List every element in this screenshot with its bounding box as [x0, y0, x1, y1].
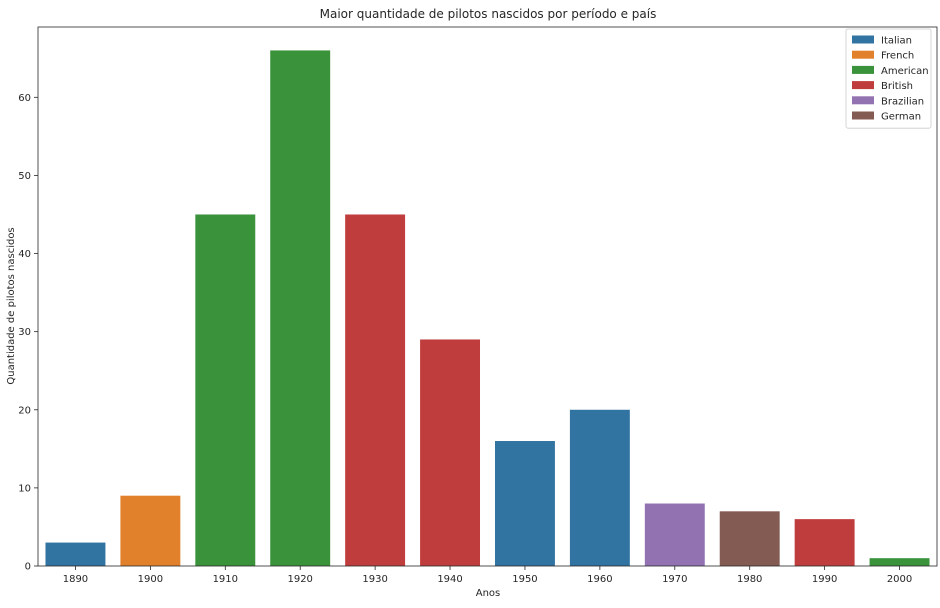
legend-swatch-french	[852, 50, 874, 59]
y-axis-label: Quantidade de pilotos nascidos	[6, 227, 17, 384]
legend-label-italian: Italian	[881, 36, 912, 47]
legend: Italian French American British Brazilian Ger…	[845, 28, 932, 129]
bar-1960	[569, 409, 630, 566]
x-tick-label-1890: 1890	[63, 574, 88, 585]
y-tick-label-50: 50	[18, 171, 31, 182]
bar-2000	[869, 558, 930, 566]
chart-title: Maior quantidade de pilotos nascidos por…	[320, 7, 657, 21]
x-tick-label-1930: 1930	[362, 574, 387, 585]
x-tick-label-2000: 2000	[887, 574, 912, 585]
bar-1990	[794, 519, 855, 566]
bar-1930	[345, 214, 406, 567]
legend-label-brazilian: Brazilian	[881, 96, 924, 107]
legend-swatch-german	[852, 111, 874, 120]
x-tick-label-1940: 1940	[437, 574, 462, 585]
x-tick-label-1970: 1970	[662, 574, 687, 585]
bar-1910	[195, 214, 256, 567]
bar-1980	[719, 511, 780, 566]
legend-label-french: French	[881, 51, 914, 62]
x-tick-label-1920: 1920	[287, 574, 312, 585]
bars-layer	[45, 50, 930, 567]
y-tick-label-60: 60	[18, 93, 31, 104]
x-tick-label-1950: 1950	[512, 574, 537, 585]
legend-label-german: German	[881, 112, 921, 123]
x-tick-label-1990: 1990	[812, 574, 837, 585]
legend-label-american: American	[881, 66, 929, 77]
ticks-layer: 1890 1900 1910 1920 1930 1940 1950 1960 1970 1980…	[18, 93, 912, 585]
y-tick-label-20: 20	[18, 405, 31, 416]
legend-label-british: British	[881, 81, 913, 92]
x-axis-label: Anos	[476, 588, 501, 599]
x-tick-label-1900: 1900	[138, 574, 163, 585]
bar-1970	[644, 503, 705, 566]
legend-swatch-british	[852, 81, 874, 90]
y-tick-label-10: 10	[18, 483, 31, 494]
axes-layer	[37, 26, 938, 567]
legend-swatch-american	[852, 65, 874, 74]
legend-swatch-brazilian	[852, 96, 874, 105]
y-tick-label-0: 0	[25, 562, 31, 573]
bar-1950	[494, 441, 555, 566]
x-tick-label-1980: 1980	[737, 574, 762, 585]
x-tick-label-1960: 1960	[587, 574, 612, 585]
bar-1940	[420, 339, 481, 566]
bar-1900	[120, 495, 181, 566]
y-tick-label-30: 30	[18, 327, 31, 338]
legend-swatch-italian	[852, 35, 874, 44]
y-tick-label-40: 40	[18, 249, 31, 260]
plot-frame	[37, 26, 938, 567]
bar-1920	[270, 50, 331, 567]
x-tick-label-1910: 1910	[213, 574, 238, 585]
bar-1890	[45, 542, 106, 566]
